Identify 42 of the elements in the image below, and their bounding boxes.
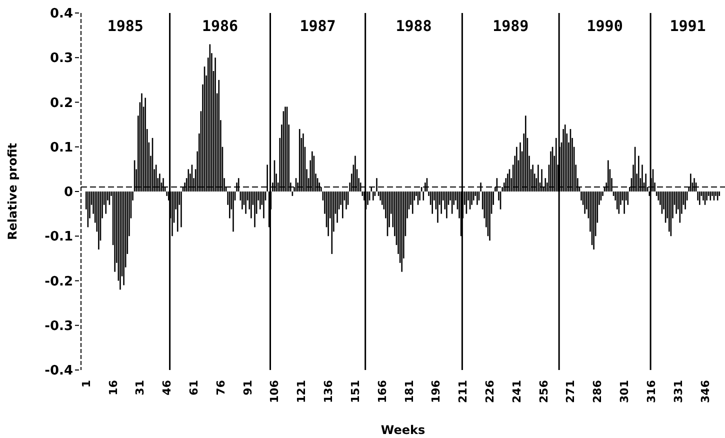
x-tick-label: 46 (160, 380, 174, 396)
x-tick-label: 91 (241, 380, 254, 396)
x-tick-label: 136 (322, 380, 336, 403)
annotation: 1991 (670, 16, 706, 35)
x-tick-label: 181 (402, 380, 416, 403)
x-tick-label: 241 (510, 380, 524, 403)
x-tick-label: 346 (698, 380, 712, 403)
x-tick-label: 16 (106, 380, 120, 396)
y-tick-label: 0.4 (50, 6, 73, 22)
x-tick-label: 31 (134, 380, 147, 396)
x-tick-label: 1 (80, 380, 93, 388)
x-tick-label: 226 (484, 380, 497, 403)
x-tick-label: 286 (591, 380, 604, 403)
x-tick-label: 106 (268, 380, 282, 403)
y-tick-label: -0.3 (44, 318, 73, 334)
x-tick-label: 121 (295, 380, 308, 403)
x-tick-label: 166 (376, 380, 389, 403)
x-axis-title: Weeks (380, 423, 426, 437)
y-tick-label: -0.1 (44, 230, 73, 245)
annotation: 1989 (492, 16, 529, 35)
y-tick-label: 0.1 (50, 140, 73, 156)
x-tick-label: 211 (456, 380, 470, 403)
annotation: 1990 (586, 16, 623, 35)
annotation: 1988 (396, 16, 432, 35)
annotation: 1987 (300, 16, 336, 35)
x-tick-label: 301 (618, 380, 632, 403)
y-tick-label: -0.2 (44, 274, 73, 290)
x-tick-label: 151 (348, 380, 362, 403)
x-tick-label: 61 (188, 380, 201, 396)
annotation: 1985 (107, 16, 144, 35)
x-tick-label: 271 (564, 380, 578, 403)
y-tick-label: 0.3 (50, 51, 73, 66)
x-tick-label: 256 (537, 380, 550, 403)
y-tick-label: -0.4 (44, 364, 73, 379)
y-axis-title: Relative profit (5, 142, 20, 240)
annotation: 1986 (202, 16, 238, 35)
x-tick-label: 316 (644, 380, 658, 403)
x-tick-label: 331 (672, 380, 685, 403)
x-tick-label: 76 (214, 380, 228, 396)
y-tick-label: 0 (64, 185, 73, 200)
y-tick-label: 0.2 (50, 96, 73, 111)
x-tick-label: 196 (430, 380, 443, 403)
